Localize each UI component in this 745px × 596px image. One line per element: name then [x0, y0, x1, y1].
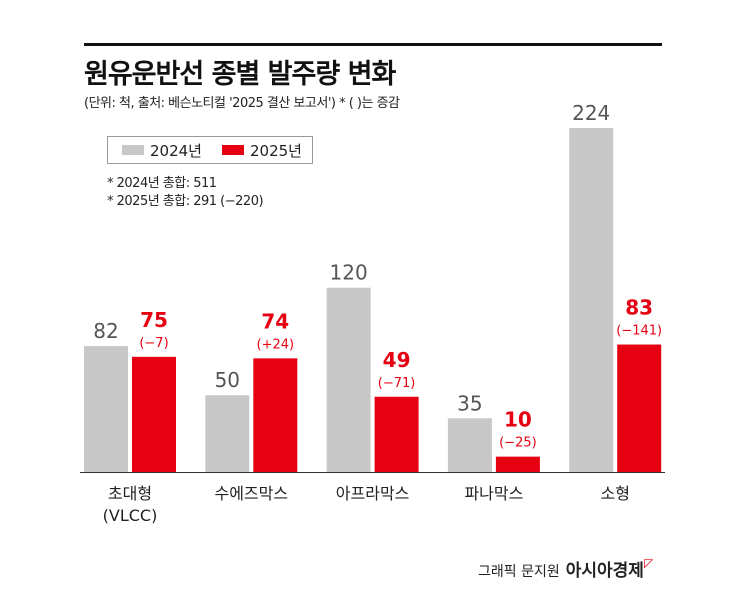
data-label-2025: 10	[504, 408, 532, 432]
bar-2024	[447, 418, 492, 472]
data-label-2025: 83	[625, 296, 653, 320]
data-label-2025: 49	[383, 348, 411, 372]
data-label-2024: 82	[93, 319, 118, 343]
change-label-2025: (−7)	[139, 336, 168, 351]
data-label-2025: 75	[140, 308, 168, 332]
legend-swatch-2025	[221, 145, 244, 155]
category-label: 수에즈막스	[214, 484, 288, 503]
change-label-2025: (−25)	[499, 436, 537, 451]
bar-2024	[326, 287, 371, 472]
bar-2025	[617, 344, 662, 472]
bar-2024	[205, 395, 250, 472]
data-label-2024: 120	[330, 261, 368, 285]
bar-2025	[495, 456, 540, 472]
category-label: (VLCC)	[103, 506, 158, 525]
bar-2025	[132, 356, 176, 472]
chart-subtitle: (단위: 척, 출처: 베슨노티컬 '2025 결산 보고서') * ( )는 …	[84, 96, 400, 111]
legend-label-2025: 2025년	[249, 141, 302, 160]
legend: 2024년 2025년	[107, 136, 313, 164]
credit: 그래픽 문지원 아시아경제◸	[478, 556, 653, 581]
category-label: 파나막스	[464, 484, 523, 503]
data-label-2024: 35	[457, 391, 482, 415]
category-label: 초대형	[108, 484, 152, 503]
category-label: 소형	[600, 484, 629, 503]
brand-mark-icon: ◸	[643, 556, 654, 570]
bar-2025	[253, 358, 298, 472]
brand-logo: 아시아경제	[565, 561, 644, 581]
bar-2024	[569, 128, 614, 472]
change-label-2025: (+24)	[257, 337, 295, 352]
credit-text: 그래픽 문지원	[478, 564, 560, 580]
legend-label-2024: 2024년	[150, 141, 202, 160]
data-label-2025: 74	[261, 309, 289, 333]
data-label-2024: 224	[572, 101, 610, 125]
bar-2024	[84, 346, 128, 472]
chart-title: 원유운반선 종별 발주량 변화	[84, 59, 396, 90]
top-rule	[84, 43, 662, 46]
data-label-2024: 50	[215, 368, 240, 392]
bar-2025	[374, 396, 419, 472]
note-total-2024: * 2024년 총합: 511	[107, 176, 217, 191]
legend-swatch-2024	[122, 145, 144, 155]
change-label-2025: (−141)	[616, 324, 662, 339]
category-label: 아프라막스	[336, 484, 410, 503]
change-label-2025: (−71)	[378, 376, 416, 391]
note-total-2025: * 2025년 총합: 291 (−220)	[107, 194, 264, 209]
